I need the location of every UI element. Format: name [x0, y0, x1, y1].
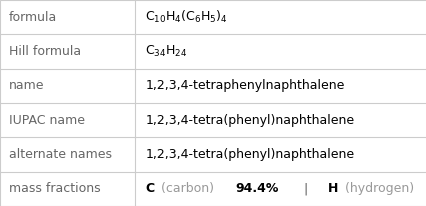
Text: $\mathregular{C_{10}H_4(C_6H_5)_4}$: $\mathregular{C_{10}H_4(C_6H_5)_4}$ — [145, 9, 227, 25]
Text: 94.4%: 94.4% — [235, 182, 278, 195]
Text: (carbon): (carbon) — [157, 182, 217, 195]
Text: C: C — [145, 182, 154, 195]
Text: 1,2,3,4-tetra(phenyl)naphthalene: 1,2,3,4-tetra(phenyl)naphthalene — [145, 114, 354, 127]
Text: $\mathregular{C_{34}H_{24}}$: $\mathregular{C_{34}H_{24}}$ — [145, 44, 187, 59]
Text: alternate names: alternate names — [9, 148, 111, 161]
Text: |: | — [291, 182, 319, 195]
Text: 1,2,3,4-tetraphenylnaphthalene: 1,2,3,4-tetraphenylnaphthalene — [145, 79, 344, 92]
Text: H: H — [327, 182, 338, 195]
Text: mass fractions: mass fractions — [9, 182, 100, 195]
Bar — [0, 172, 426, 206]
Bar — [0, 34, 426, 69]
Text: name: name — [9, 79, 44, 92]
Text: IUPAC name: IUPAC name — [9, 114, 84, 127]
Text: formula: formula — [9, 11, 57, 24]
Bar — [0, 69, 426, 103]
Bar — [0, 0, 426, 34]
Bar — [0, 137, 426, 172]
Text: 1,2,3,4-tetra(phenyl)naphthalene: 1,2,3,4-tetra(phenyl)naphthalene — [145, 148, 354, 161]
Text: (hydrogen): (hydrogen) — [341, 182, 417, 195]
Bar — [0, 103, 426, 137]
Text: Hill formula: Hill formula — [9, 45, 81, 58]
